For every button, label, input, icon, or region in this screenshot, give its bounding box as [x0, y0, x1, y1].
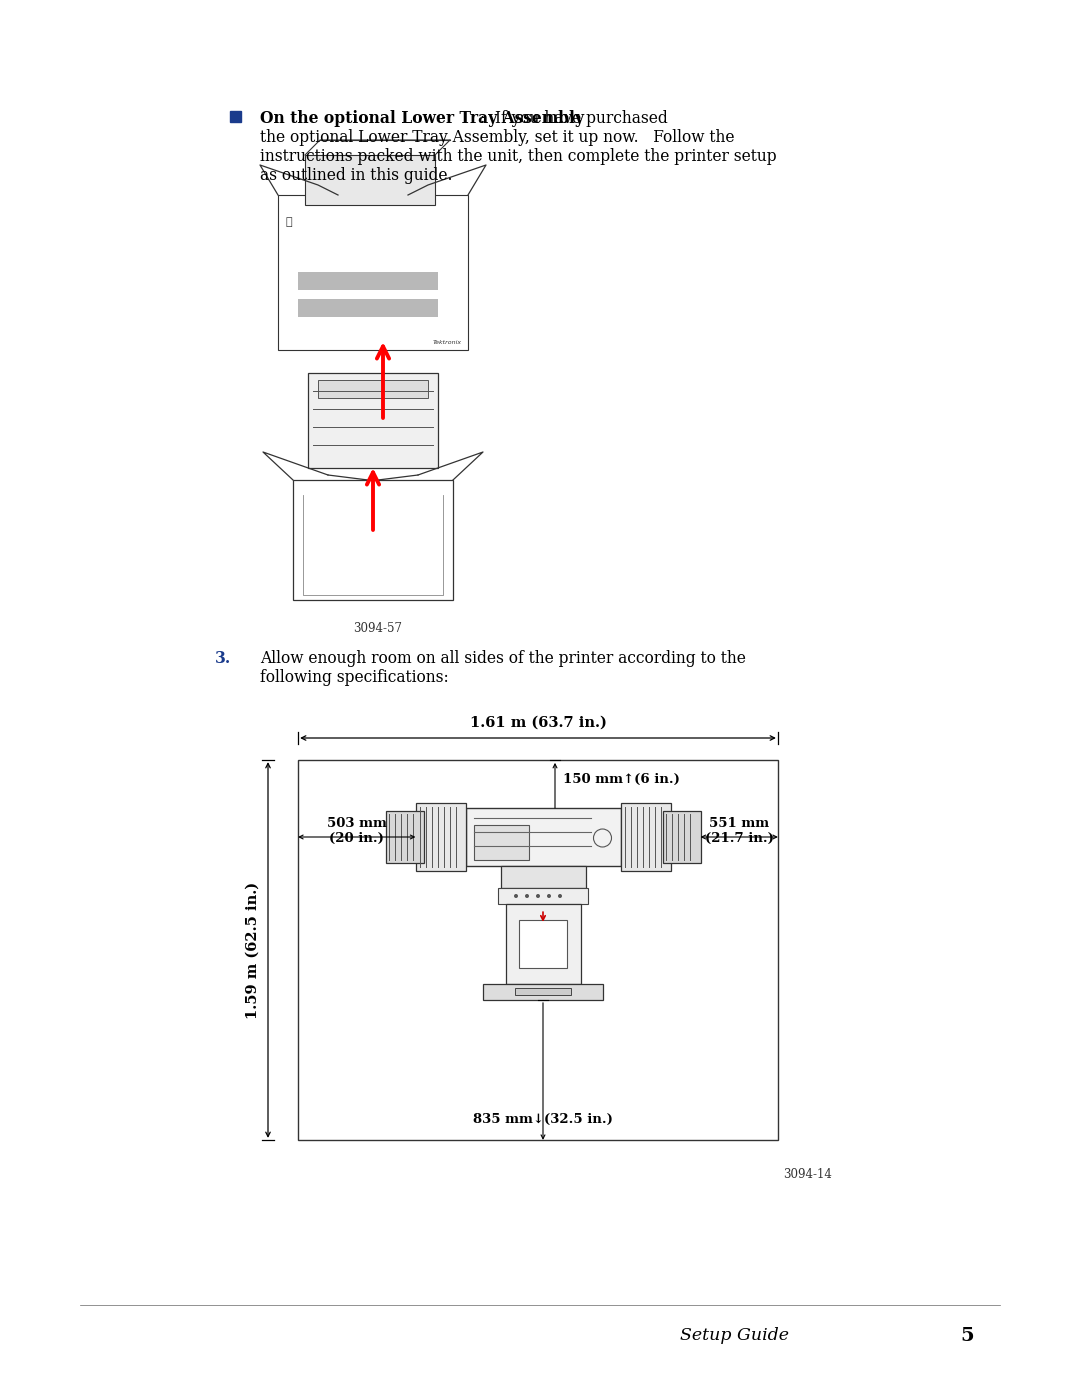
Circle shape: [536, 894, 540, 898]
Bar: [519, 921, 567, 968]
Circle shape: [514, 894, 518, 898]
Bar: [386, 812, 423, 863]
Text: ⓘ: ⓘ: [286, 217, 293, 226]
Bar: [318, 380, 428, 398]
Text: 5: 5: [960, 1327, 974, 1345]
Text: 1.61 m (63.7 in.): 1.61 m (63.7 in.): [470, 717, 607, 731]
Bar: [498, 888, 588, 904]
Text: following specifications:: following specifications:: [260, 669, 449, 686]
Bar: [298, 272, 438, 291]
Bar: [662, 812, 701, 863]
Bar: [305, 155, 435, 205]
Bar: [515, 988, 571, 995]
Bar: [308, 373, 438, 468]
Bar: [230, 110, 241, 122]
Bar: [416, 803, 465, 870]
Bar: [278, 196, 468, 351]
Bar: [298, 760, 778, 1140]
Text: Setup Guide: Setup Guide: [680, 1327, 789, 1344]
Text: On the optional Lower Tray Assembly: On the optional Lower Tray Assembly: [260, 110, 584, 127]
Text: 835 mm↓(32.5 in.): 835 mm↓(32.5 in.): [473, 1113, 613, 1126]
Text: :  If you have purchased: : If you have purchased: [481, 110, 669, 127]
Text: 503 mm
(20 in.): 503 mm (20 in.): [327, 817, 387, 845]
Text: 1.59 m (62.5 in.): 1.59 m (62.5 in.): [246, 882, 260, 1018]
Text: as outlined in this guide.: as outlined in this guide.: [260, 168, 453, 184]
Text: 551 mm
(21.7 in.): 551 mm (21.7 in.): [705, 817, 773, 845]
Text: 150 mm↑(6 in.): 150 mm↑(6 in.): [563, 773, 680, 785]
Bar: [473, 826, 528, 861]
Bar: [293, 481, 453, 599]
Bar: [505, 904, 581, 983]
Text: 3094-14: 3094-14: [783, 1168, 832, 1180]
Bar: [500, 866, 585, 888]
Text: instructions packed with the unit, then complete the printer setup: instructions packed with the unit, then …: [260, 148, 777, 165]
Circle shape: [525, 894, 529, 898]
Text: Allow enough room on all sides of the printer according to the: Allow enough room on all sides of the pr…: [260, 650, 746, 666]
Text: the optional Lower Tray Assembly, set it up now.   Follow the: the optional Lower Tray Assembly, set it…: [260, 129, 734, 147]
Bar: [483, 983, 603, 1000]
Bar: [465, 807, 621, 866]
Text: 3.: 3.: [215, 650, 231, 666]
Text: Tektronix: Tektronix: [433, 339, 462, 345]
Text: 3094-57: 3094-57: [353, 622, 403, 636]
Circle shape: [558, 894, 562, 898]
Bar: [621, 803, 671, 870]
Bar: [298, 299, 438, 317]
Circle shape: [546, 894, 551, 898]
